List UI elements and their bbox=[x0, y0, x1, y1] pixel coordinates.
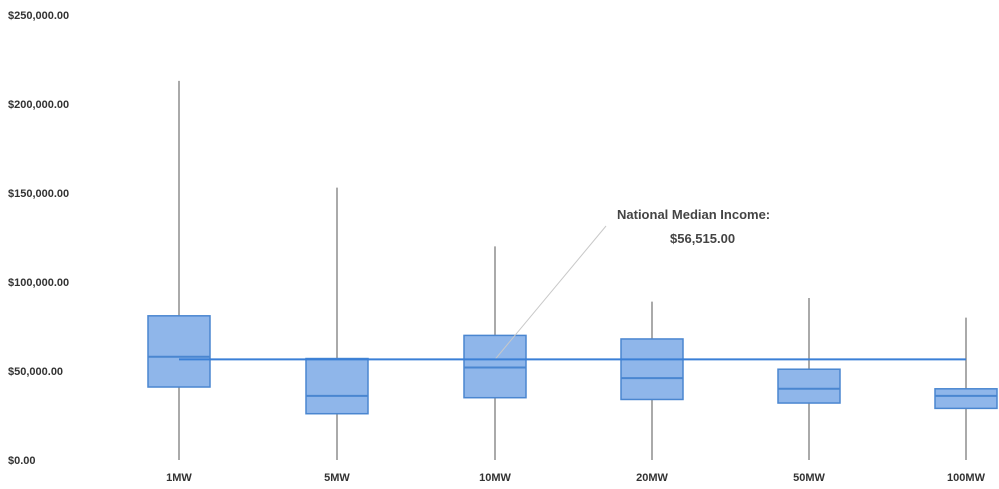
box-group bbox=[305, 187, 369, 460]
y-tick-label: $50,000.00 bbox=[8, 366, 63, 378]
box-group bbox=[934, 317, 998, 460]
box-group bbox=[777, 298, 841, 460]
box-series bbox=[147, 80, 998, 460]
x-tick-label: 10MW bbox=[479, 472, 511, 484]
x-tick-label: 50MW bbox=[793, 472, 825, 484]
y-tick-label: $150,000.00 bbox=[8, 188, 69, 200]
box-group bbox=[147, 80, 211, 460]
box bbox=[147, 315, 211, 388]
x-tick-label: 5MW bbox=[324, 472, 350, 484]
box bbox=[620, 338, 684, 401]
y-tick-label: $200,000.00 bbox=[8, 99, 69, 111]
y-tick-label: $0.00 bbox=[8, 455, 36, 467]
x-tick-label: 20MW bbox=[636, 472, 668, 484]
box bbox=[777, 368, 841, 404]
box-group bbox=[463, 246, 527, 460]
annotation-label: National Median Income: bbox=[617, 207, 770, 222]
annotation-value: $56,515.00 bbox=[670, 231, 735, 246]
box bbox=[305, 357, 369, 415]
x-axis: 1MW 5MW 10MW 20MW 50MW 100MW bbox=[166, 472, 985, 484]
box-group bbox=[620, 301, 684, 460]
x-tick-label: 100MW bbox=[947, 472, 986, 484]
y-tick-label: $100,000.00 bbox=[8, 277, 69, 289]
x-tick-label: 1MW bbox=[166, 472, 192, 484]
box bbox=[934, 388, 998, 410]
y-tick-label: $250,000.00 bbox=[8, 10, 69, 22]
annotation-leader-line bbox=[494, 225, 607, 360]
median-income-reference: National Median Income: $56,515.00 bbox=[179, 207, 966, 361]
y-axis: $250,000.00 $200,000.00 $150,000.00 $100,00… bbox=[8, 10, 69, 467]
